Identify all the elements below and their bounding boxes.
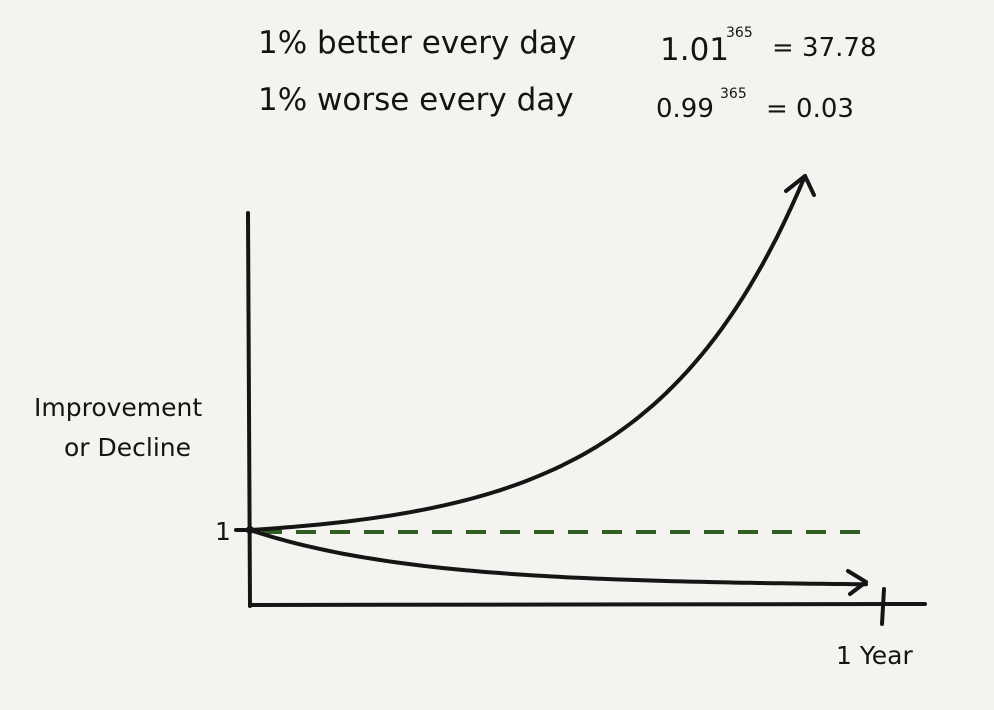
worse-exponent: 365 <box>720 86 747 102</box>
y-tick-label-one: 1 <box>215 517 231 546</box>
x-tick-label-year: 1 Year <box>836 641 914 670</box>
series-line-worse <box>248 528 868 587</box>
origin-point <box>246 526 254 534</box>
better-text: 1% better every day <box>258 25 576 61</box>
worse-result: = 0.03 <box>766 94 854 124</box>
better-result: = 37.78 <box>772 33 876 63</box>
better-exponent: 365 <box>726 25 753 41</box>
x-axis-year-tick <box>880 587 886 626</box>
y-axis-label-line1: Improvement <box>34 393 202 422</box>
header-formulas: 1% better every day 1.01 365 = 37.78 1% … <box>258 25 876 124</box>
y-axis-label-line2: or Decline <box>64 433 191 462</box>
arrowhead-worse <box>846 569 868 596</box>
arrowhead-better <box>784 174 816 197</box>
better-base: 1.01 <box>660 32 729 68</box>
worse-base: 0.99 <box>656 94 714 124</box>
x-axis <box>248 602 927 607</box>
y-axis <box>246 211 252 608</box>
axes <box>234 211 927 626</box>
worse-text: 1% worse every day <box>258 82 574 118</box>
series-line-better <box>248 174 807 532</box>
